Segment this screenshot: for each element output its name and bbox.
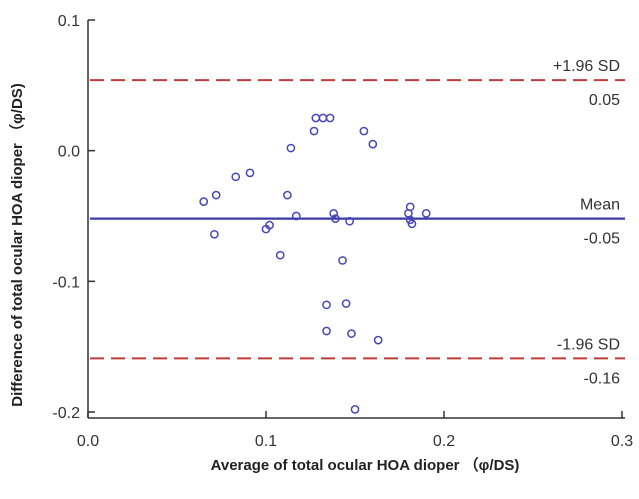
x-tick-label: 0.1 bbox=[255, 433, 277, 450]
data-point bbox=[309, 126, 319, 136]
data-point bbox=[275, 250, 285, 260]
y-tick-label: -0.2 bbox=[52, 405, 80, 422]
data-point bbox=[318, 113, 328, 123]
x-tick-label: 0.0 bbox=[77, 433, 99, 450]
data-point bbox=[347, 329, 356, 338]
data-point bbox=[373, 335, 383, 345]
y-tick-label: 0.1 bbox=[58, 13, 80, 30]
data-point bbox=[210, 229, 219, 239]
data-point bbox=[245, 168, 255, 178]
data-point bbox=[291, 211, 301, 221]
data-point bbox=[341, 299, 351, 308]
reference-label-lower: -1.96 SD bbox=[557, 336, 620, 353]
data-point bbox=[345, 216, 355, 226]
data-point bbox=[331, 214, 340, 223]
x-tick-label: 0.3 bbox=[611, 433, 633, 450]
data-point bbox=[199, 197, 209, 206]
y-tick-label: 0.0 bbox=[58, 144, 80, 161]
ticks: 0.1 0.0 -0.1 -0.2 0.0 0.1 0.2 0.3 bbox=[52, 13, 633, 450]
data-point bbox=[405, 202, 415, 212]
reference-value-mean: -0.05 bbox=[584, 231, 621, 248]
reference-lines bbox=[90, 79, 625, 360]
data-point bbox=[368, 139, 378, 149]
data-point bbox=[283, 190, 292, 200]
y-tick-label: -0.1 bbox=[52, 274, 80, 291]
data-point bbox=[322, 300, 331, 310]
data-point bbox=[329, 209, 338, 218]
reference-label-upper: +1.96 SD bbox=[553, 58, 620, 75]
data-point bbox=[311, 113, 321, 123]
data-point bbox=[325, 113, 335, 123]
data-point bbox=[211, 190, 221, 200]
data-point bbox=[322, 326, 331, 336]
reference-value-lower: -0.16 bbox=[584, 370, 621, 387]
data-point bbox=[359, 126, 369, 136]
axes bbox=[87, 20, 625, 419]
data-point bbox=[350, 405, 360, 414]
data-points bbox=[199, 113, 431, 414]
reference-label-mean: Mean bbox=[580, 197, 620, 214]
data-point bbox=[265, 220, 274, 230]
reference-value-upper: 0.05 bbox=[589, 92, 620, 109]
y-axis-title: Difference of total ocular HOA dioper （φ… bbox=[8, 83, 26, 407]
data-point bbox=[421, 209, 431, 218]
x-axis-title: Average of total ocular HOA dioper （φ/DS… bbox=[211, 456, 520, 474]
data-point bbox=[231, 172, 241, 182]
x-tick-label: 0.2 bbox=[433, 433, 455, 450]
data-point bbox=[286, 143, 296, 153]
data-point bbox=[407, 219, 417, 229]
reference-labels: +1.96 SD 0.05 Mean -0.05 -1.96 SD -0.16 bbox=[553, 58, 620, 387]
data-point bbox=[338, 256, 347, 265]
